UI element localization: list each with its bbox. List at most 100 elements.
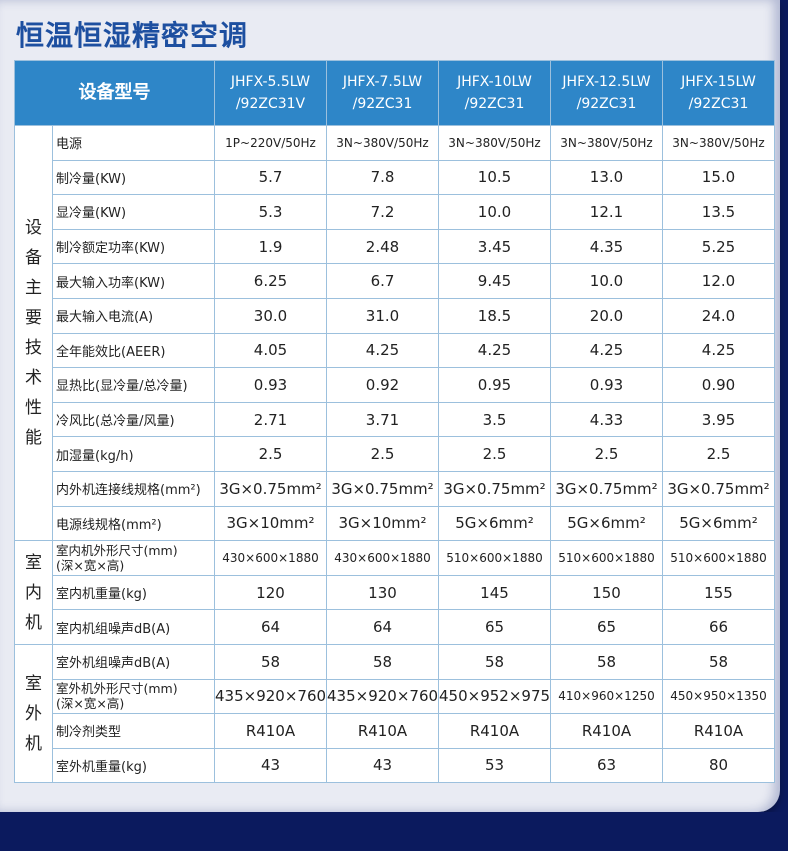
value-cell: 58: [662, 643, 775, 680]
category-main: 设备主要技术性能: [14, 124, 53, 542]
value-cell: 3G×10mm²: [326, 505, 439, 542]
value-cell: 5.25: [662, 228, 775, 265]
value-cell: 5G×6mm²: [438, 505, 551, 542]
row-label: 冷风比(总冷量/风量): [52, 401, 215, 438]
value-cell: 5G×6mm²: [662, 505, 775, 542]
value-cell: 7.2: [326, 194, 439, 230]
value-cell: 10.5: [438, 159, 551, 196]
value-cell: 435×920×760: [214, 678, 327, 715]
value-cell: 20.0: [550, 297, 663, 334]
value-cell: R410A: [550, 713, 663, 749]
value-cell: 9.45: [438, 263, 551, 299]
value-cell: 30.0: [214, 297, 327, 334]
value-cell: 2.5: [214, 436, 327, 472]
value-cell: 3N~380V/50Hz: [326, 125, 439, 161]
row-label: 电源: [52, 125, 215, 161]
value-cell: 130: [326, 574, 439, 611]
row-label: 加湿量(kg/h): [52, 436, 215, 472]
value-cell: 18.5: [438, 297, 551, 334]
value-cell: 13.5: [662, 194, 775, 230]
value-cell: 3G×0.75mm²: [438, 470, 551, 507]
value-cell: 0.93: [550, 367, 663, 403]
row-label: 制冷剂类型: [52, 713, 215, 749]
value-cell: 31.0: [326, 297, 439, 334]
value-cell: 430×600×1880: [214, 540, 327, 576]
value-cell: 450×952×975: [438, 678, 551, 715]
value-cell: 7.8: [326, 159, 439, 196]
table-row: 电源线规格(mm²) 3G×10mm² 3G×10mm² 5G×6mm² 5G×6mm²…: [15, 505, 775, 542]
value-cell: 65: [438, 609, 551, 645]
value-cell: 4.35: [550, 228, 663, 265]
row-label: 制冷量(KW): [52, 159, 215, 196]
value-cell: 65: [550, 609, 663, 645]
value-cell: 2.5: [326, 436, 439, 472]
table-header-row: 设备型号 JHFX-5.5LW/92ZC31V JHFX-7.5LW/92ZC3…: [14, 60, 775, 126]
row-label: 室外机外形尺寸(mm) (深×宽×高): [52, 678, 215, 715]
value-cell: 12.0: [662, 263, 775, 299]
value-cell: 145: [438, 574, 551, 611]
value-cell: 10.0: [550, 263, 663, 299]
value-cell: 155: [662, 574, 775, 611]
value-cell: 5.3: [214, 194, 327, 230]
value-cell: 510×600×1880: [550, 540, 663, 576]
value-cell: R410A: [214, 713, 327, 749]
value-cell: 1.9: [214, 228, 327, 265]
model-header: JHFX-10LW/92ZC31: [438, 60, 551, 126]
spec-table: 设备型号 JHFX-5.5LW/92ZC31V JHFX-7.5LW/92ZC3…: [14, 60, 775, 784]
table-row: 室内机重量(kg) 120 130 145 150 155: [15, 574, 775, 611]
table-row: 加湿量(kg/h) 2.5 2.5 2.5 2.5 2.5: [15, 436, 775, 472]
category-indoor: 室内机: [14, 540, 53, 645]
value-cell: 58: [214, 643, 327, 680]
table-row: 制冷额定功率(KW) 1.9 2.48 3.45 4.35 5.25: [15, 228, 775, 265]
value-cell: 4.25: [438, 332, 551, 369]
value-cell: 2.48: [326, 228, 439, 265]
value-cell: 5G×6mm²: [550, 505, 663, 542]
table-row: 室外机重量(kg) 43 43 53 63 80: [15, 747, 775, 784]
spec-card: 恒温恒湿精密空调 设备型号 JHFX-5.5LW/92ZC31V JHFX-7.…: [0, 0, 780, 812]
value-cell: 150: [550, 574, 663, 611]
table-row: 设备主要技术性能电源 1P~220V/50Hz 3N~380V/50Hz 3N~380…: [14, 124, 775, 542]
value-cell: 80: [662, 747, 775, 784]
value-cell: 4.25: [326, 332, 439, 369]
value-cell: 3G×0.75mm²: [662, 470, 775, 507]
row-label: 室内机组噪声dB(A): [52, 609, 215, 645]
value-cell: 510×600×1880: [438, 540, 551, 576]
row-label: 室内机外形尺寸(mm) (深×宽×高): [52, 540, 215, 576]
value-cell: 435×920×760: [326, 678, 439, 715]
value-cell: 3N~380V/50Hz: [550, 125, 663, 161]
value-cell: 2.5: [662, 436, 775, 472]
model-header-label: 设备型号: [14, 60, 215, 126]
value-cell: 64: [326, 609, 439, 645]
value-cell: 6.25: [214, 263, 327, 299]
value-cell: 53: [438, 747, 551, 784]
row-label: 全年能效比(AEER): [52, 332, 215, 369]
value-cell: R410A: [438, 713, 551, 749]
value-cell: 64: [214, 609, 327, 645]
value-cell: R410A: [662, 713, 775, 749]
value-cell: 12.1: [550, 194, 663, 230]
value-cell: 6.7: [326, 263, 439, 299]
value-cell: 66: [662, 609, 775, 645]
row-label: 制冷额定功率(KW): [52, 228, 215, 265]
model-header: JHFX-15LW/92ZC31: [662, 60, 775, 126]
model-header: JHFX-7.5LW/92ZC31: [326, 60, 439, 126]
row-label: 室外机重量(kg): [52, 747, 215, 784]
value-cell: 24.0: [662, 297, 775, 334]
value-cell: 58: [326, 643, 439, 680]
table-row: 显冷量(KW) 5.3 7.2 10.0 12.1 13.5: [15, 194, 775, 230]
value-cell: 1P~220V/50Hz: [214, 125, 327, 161]
value-cell: 4.05: [214, 332, 327, 369]
value-cell: 5.7: [214, 159, 327, 196]
value-cell: R410A: [326, 713, 439, 749]
table-row: 内外机连接线规格(mm²) 3G×0.75mm² 3G×0.75mm² 3G×0.75…: [15, 470, 775, 507]
value-cell: 450×950×1350: [662, 678, 775, 715]
table-row: 最大输入电流(A) 30.0 31.0 18.5 20.0 24.0: [15, 297, 775, 334]
value-cell: 4.25: [662, 332, 775, 369]
value-cell: 58: [438, 643, 551, 680]
value-cell: 0.92: [326, 367, 439, 403]
value-cell: 3N~380V/50Hz: [662, 125, 775, 161]
value-cell: 58: [550, 643, 663, 680]
value-cell: 10.0: [438, 194, 551, 230]
value-cell: 43: [214, 747, 327, 784]
row-label: 最大输入电流(A): [52, 297, 215, 334]
